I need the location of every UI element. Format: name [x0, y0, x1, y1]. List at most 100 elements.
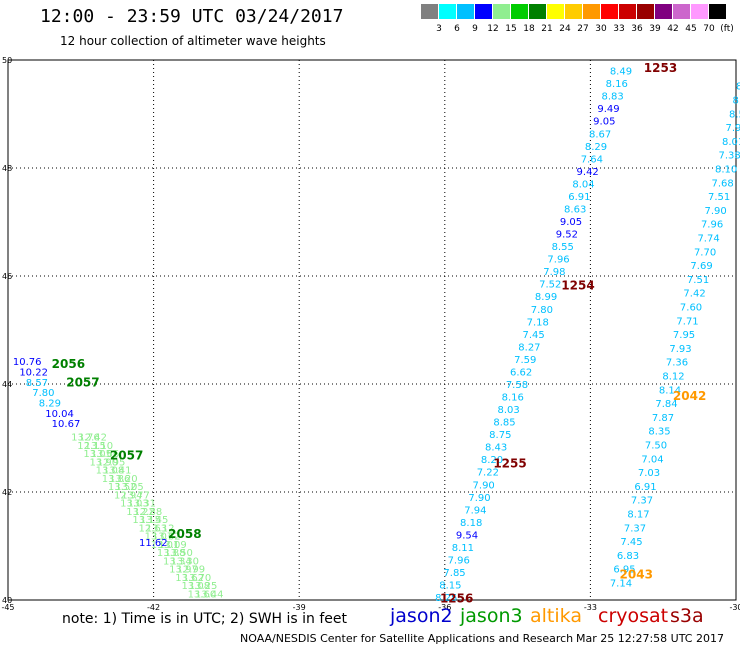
wave-height-value: 8.55: [552, 242, 574, 253]
legend-swatch: [565, 4, 582, 19]
pass-time-label: 1256: [440, 592, 473, 606]
wave-height-value: 7.97: [725, 123, 740, 134]
wave-height-value: 8.29: [585, 142, 607, 153]
x-tick-label: -42: [147, 603, 160, 612]
wave-height-value: 13.70: [183, 573, 212, 584]
wave-height-value: 7.94: [464, 505, 486, 516]
legend-label: 3: [436, 24, 442, 34]
legend-swatch: [439, 4, 456, 19]
x-tick-label: -45: [1, 603, 14, 612]
pass-time-label: 2058: [168, 527, 201, 541]
wave-height-value: 7.70: [694, 247, 716, 258]
wave-height-value: 10.22: [19, 367, 48, 378]
wave-height-value: 8.63: [564, 204, 586, 215]
y-tick-label: 50: [2, 56, 12, 65]
wave-height-value: 13.05: [83, 449, 112, 460]
generated-timestamp: Mar 25 12:27:58 UTC 2017: [576, 632, 724, 645]
wave-height-value: 7.58: [506, 380, 528, 391]
wave-height-value: 8.12: [662, 372, 684, 383]
wave-height-value: 12.95: [97, 457, 126, 468]
wave-height-value: 12.42: [78, 433, 107, 444]
wave-height-value: 8.25: [435, 593, 457, 604]
pass-time-label: 1254: [561, 279, 594, 293]
wave-height-value: 8.29: [39, 399, 61, 410]
wave-height-value: 12.99: [176, 565, 205, 576]
wave-height-value: 13.30: [170, 556, 199, 567]
wave-height-value: 7.64: [581, 154, 603, 165]
mission-jason2: jason2: [390, 605, 453, 627]
wave-height-value: 13.15: [132, 515, 161, 526]
wave-height-value: 13.66: [91, 449, 120, 460]
legend-swatch: [475, 4, 492, 19]
pass-time-label: 2043: [620, 567, 653, 581]
legend-label: 36: [631, 24, 643, 34]
wave-height-value: 7.84: [655, 399, 677, 410]
wave-height-value: 13.50: [164, 548, 193, 559]
legend-label: 9: [472, 24, 478, 34]
wave-height-value: 7.51: [708, 192, 730, 203]
wave-height-value: 10.76: [13, 357, 42, 368]
wave-height-value: 7.50: [645, 441, 667, 452]
wave-height-value: 13.52: [108, 482, 137, 493]
wave-height-value: 8.15: [439, 581, 461, 592]
wave-height-value: 13.05: [115, 482, 144, 493]
wave-height-value: 13.12: [146, 523, 175, 534]
wave-height-value: 13.60: [188, 589, 217, 600]
map-grid: [7, 59, 737, 601]
map-frame: [7, 59, 737, 601]
legend-swatch: [547, 4, 564, 19]
legend-label: 21: [541, 24, 553, 34]
wave-height-value: 13.62: [152, 532, 181, 543]
wave-height-value: 13.77: [121, 490, 150, 501]
wave-height-value: 13.41: [103, 466, 132, 477]
wave-height-value: 8.43: [485, 443, 507, 454]
wave-height-value: 8.16: [606, 79, 628, 90]
wave-height-value: 12.94: [114, 490, 143, 501]
legend-label: (ft): [720, 24, 734, 34]
wave-height-value: 7.69: [690, 261, 712, 272]
legend-label: 30: [595, 24, 607, 34]
wave-height-value: 8.03: [497, 405, 519, 416]
wave-height-value: 8.67: [589, 129, 611, 140]
legend-label: 6: [454, 24, 460, 34]
legend-swatch: [457, 4, 474, 19]
wave-height-value: 6.62: [510, 367, 532, 378]
wave-height-value: 6.83: [617, 551, 639, 562]
wave-height-value: 7.42: [683, 289, 705, 300]
footer-note: note: 1) Time is in UTC; 2) SWH is in fe…: [62, 611, 348, 627]
wave-height-value: 7.90: [473, 480, 495, 491]
wave-height-value: 8.14: [659, 385, 681, 396]
wave-height-value: 13.22: [126, 507, 155, 518]
legend-swatch: [511, 4, 528, 19]
legend-swatch: [601, 4, 618, 19]
legend-swatch: [421, 4, 438, 19]
wave-height-value: 7.96: [701, 220, 723, 231]
axis-ticks: -45 -42 -39 -36 -33 -30 50 48 46 44 42 40: [1, 56, 740, 612]
wave-height-value: 7.04: [641, 454, 663, 465]
wave-height-value: 7.18: [527, 317, 549, 328]
wave-height-value: 13.62: [175, 573, 204, 584]
wave-height-value: 12.88: [134, 507, 163, 518]
wave-height-value: 8.04: [572, 179, 594, 190]
y-tick-label: 44: [2, 380, 12, 389]
wave-height-value: 9.42: [577, 167, 599, 178]
pass-time-labels: 1253 1254 1255 1256 2042 2043 2056 2057 2057 2058: [52, 61, 707, 606]
wave-height-value: 13.01: [151, 540, 180, 551]
wave-height-value: 6.91: [634, 482, 656, 493]
wave-height-value: 13.88: [157, 548, 186, 559]
wave-height-value: 8.99: [535, 292, 557, 303]
pass-time-label: 2042: [673, 389, 706, 403]
wave-height-value: 8.27: [518, 342, 540, 353]
wave-height-value: 9.05: [593, 117, 615, 128]
wave-height-value: 7.38: [718, 151, 740, 162]
legend-label: 45: [685, 24, 697, 34]
wave-height-value: 7.68: [711, 178, 733, 189]
legend-label: 27: [577, 24, 589, 34]
wave-height-value: 6.91: [568, 192, 590, 203]
wave-height-value: 13.31: [127, 499, 156, 510]
wave-height-value: 9.54: [456, 530, 478, 541]
wave-height-value: 7.98: [543, 267, 565, 278]
pass-time-label: 2057: [66, 376, 99, 390]
x-tick-label: -33: [584, 603, 597, 612]
